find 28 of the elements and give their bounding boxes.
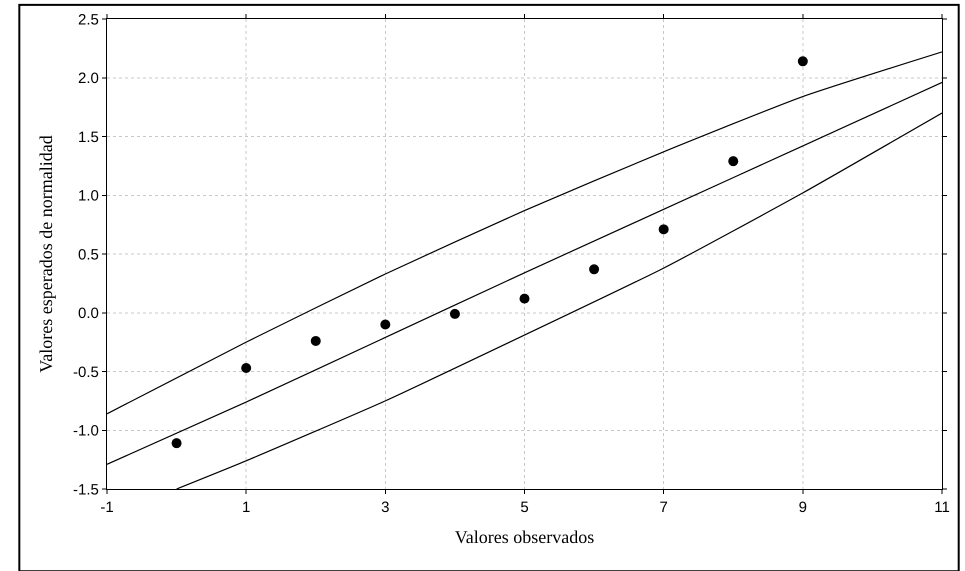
- point: [380, 320, 390, 330]
- x-tick-label: 3: [381, 499, 390, 516]
- y-tick-label: 0.0: [78, 305, 99, 322]
- point: [172, 438, 182, 448]
- x-tick-label: 1: [242, 499, 250, 516]
- point: [658, 224, 669, 234]
- y-tick-label: -1.0: [73, 422, 99, 440]
- y-tick-label: 1.5: [78, 128, 99, 146]
- y-tick-label: -1.5: [73, 481, 99, 498]
- y-axis-title: Valores esperados de normalidad: [36, 135, 56, 373]
- y-tick-label: 2.0: [78, 70, 99, 87]
- x-tick-label: -1: [100, 499, 114, 516]
- x-tick-label: 9: [798, 499, 807, 516]
- x-tick-label: 7: [660, 499, 668, 516]
- point: [310, 336, 321, 346]
- point: [798, 56, 808, 66]
- point: [728, 156, 738, 166]
- x-axis-title: Valores observados: [454, 527, 594, 548]
- point: [520, 294, 530, 304]
- x-tick-label: 5: [520, 499, 529, 516]
- y-tick-label: -0.5: [73, 364, 99, 381]
- y-tick-label: 2.5: [78, 11, 99, 28]
- point: [241, 362, 252, 373]
- point: [589, 264, 600, 274]
- x-tick-label: 11: [934, 499, 950, 516]
- y-tick-label: 0.5: [78, 246, 99, 264]
- point: [450, 308, 460, 319]
- y-tick-label: 1.0: [78, 188, 99, 204]
